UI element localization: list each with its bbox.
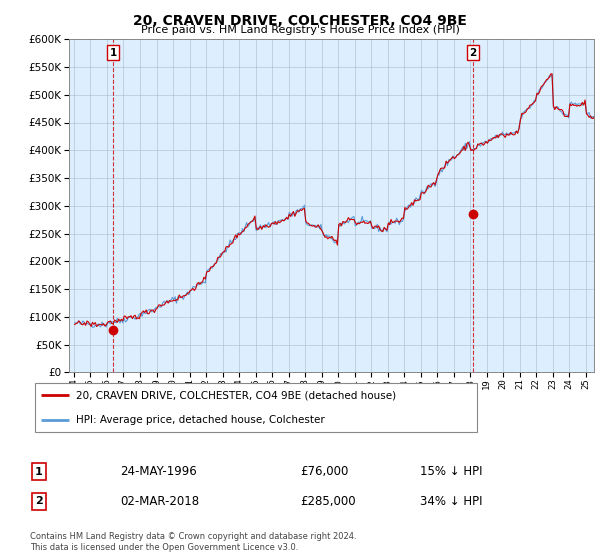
- Text: Price paid vs. HM Land Registry's House Price Index (HPI): Price paid vs. HM Land Registry's House …: [140, 25, 460, 35]
- Text: £285,000: £285,000: [300, 494, 356, 508]
- Text: 24-MAY-1996: 24-MAY-1996: [120, 465, 197, 478]
- Text: 20, CRAVEN DRIVE, COLCHESTER, CO4 9BE: 20, CRAVEN DRIVE, COLCHESTER, CO4 9BE: [133, 14, 467, 28]
- Text: 2: 2: [469, 48, 476, 58]
- Text: 02-MAR-2018: 02-MAR-2018: [120, 494, 199, 508]
- Text: 2: 2: [35, 496, 43, 506]
- Text: 15% ↓ HPI: 15% ↓ HPI: [420, 465, 482, 478]
- Text: £76,000: £76,000: [300, 465, 349, 478]
- Text: Contains HM Land Registry data © Crown copyright and database right 2024.
This d: Contains HM Land Registry data © Crown c…: [30, 532, 356, 552]
- FancyBboxPatch shape: [35, 383, 477, 432]
- Text: 1: 1: [35, 466, 43, 477]
- Text: 20, CRAVEN DRIVE, COLCHESTER, CO4 9BE (detached house): 20, CRAVEN DRIVE, COLCHESTER, CO4 9BE (d…: [76, 390, 396, 400]
- Text: 34% ↓ HPI: 34% ↓ HPI: [420, 494, 482, 508]
- Text: HPI: Average price, detached house, Colchester: HPI: Average price, detached house, Colc…: [76, 414, 325, 424]
- Text: 1: 1: [110, 48, 117, 58]
